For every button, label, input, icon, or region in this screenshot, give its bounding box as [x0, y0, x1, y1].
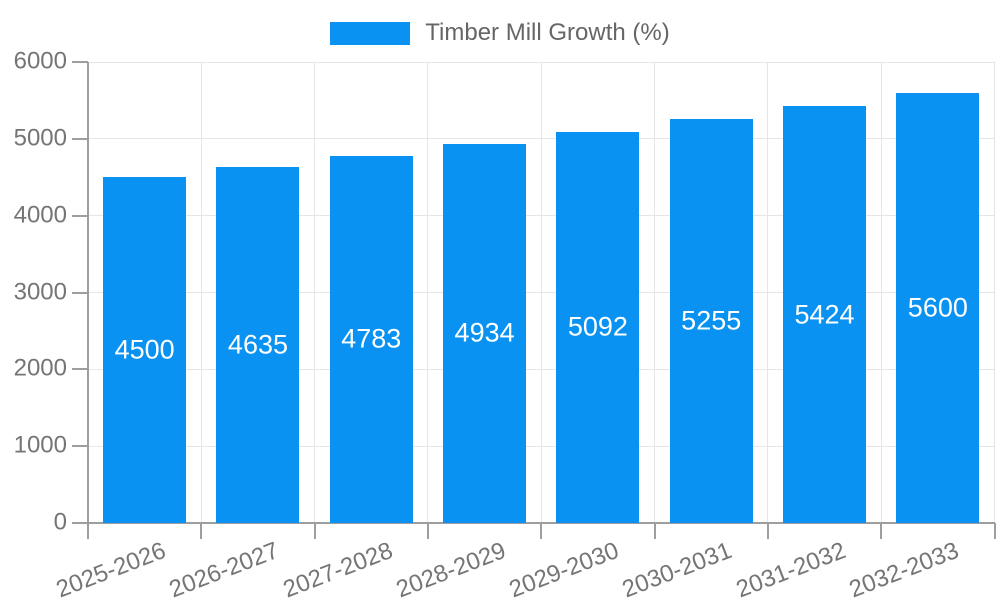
- x-axis-tick: [313, 523, 316, 539]
- v-gridline: [540, 62, 542, 523]
- v-gridline: [767, 62, 769, 523]
- bar: [669, 119, 753, 523]
- x-tick-label: 2031-2032: [732, 537, 850, 600]
- x-axis-tick: [426, 523, 429, 539]
- y-axis-tick: [72, 214, 88, 217]
- bar-value-label: 4783: [341, 323, 402, 354]
- x-axis-tick: [766, 523, 769, 539]
- x-tick-label: 2029-2030: [505, 537, 623, 600]
- x-axis-tick: [653, 523, 656, 539]
- v-gridline: [427, 62, 429, 523]
- x-tick-label: 2025-2026: [52, 537, 170, 600]
- bar: [216, 166, 300, 523]
- bar-value-label: 4500: [114, 334, 175, 365]
- y-tick-label: 0: [53, 508, 67, 536]
- y-tick-label: 2000: [13, 354, 67, 382]
- x-axis-line: [72, 522, 995, 524]
- x-tick-label: 2028-2029: [392, 537, 510, 600]
- y-tick-label: 6000: [13, 47, 67, 75]
- x-tick-label: 2030-2031: [619, 537, 736, 600]
- x-tick-label: 2026-2027: [165, 537, 283, 600]
- x-axis-tick: [200, 523, 203, 539]
- y-tick-label: 3000: [13, 277, 67, 305]
- bar-value-label: 4635: [227, 329, 289, 360]
- x-axis-tick: [540, 523, 543, 539]
- y-axis-line: [87, 62, 89, 539]
- bar: [556, 131, 640, 523]
- bar-value-label: 5092: [567, 311, 628, 342]
- y-axis-tick: [72, 291, 88, 294]
- v-gridline: [994, 62, 995, 523]
- x-axis-tick: [880, 523, 883, 539]
- v-gridline: [654, 62, 656, 523]
- bar-value-label: 5255: [681, 305, 742, 336]
- legend-item[interactable]: Timber Mill Growth (%): [0, 12, 1000, 54]
- bar-value-label: 4934: [454, 317, 515, 348]
- y-axis-tick: [72, 368, 88, 371]
- x-tick-label: 2032-2033: [845, 537, 963, 600]
- bar: [783, 106, 867, 523]
- legend-swatch: [330, 21, 411, 45]
- legend-label: Timber Mill Growth (%): [425, 19, 670, 46]
- y-tick-label: 1000: [13, 431, 67, 459]
- v-gridline: [314, 62, 316, 523]
- bar-value-label: 5600: [907, 292, 968, 323]
- bar: [103, 177, 187, 523]
- bar: [443, 143, 527, 523]
- bar: [329, 155, 413, 523]
- y-axis-tick: [72, 61, 88, 63]
- bar: [896, 92, 980, 523]
- y-tick-label: 5000: [13, 124, 67, 152]
- y-axis-tick: [72, 445, 88, 448]
- y-tick-label: 4000: [13, 201, 67, 229]
- y-axis-tick: [72, 137, 88, 140]
- v-gridline: [880, 62, 882, 523]
- x-axis-tick: [993, 523, 996, 539]
- v-gridline: [200, 62, 202, 523]
- x-tick-label: 2027-2028: [279, 537, 396, 600]
- bar-value-label: 5424: [794, 299, 855, 330]
